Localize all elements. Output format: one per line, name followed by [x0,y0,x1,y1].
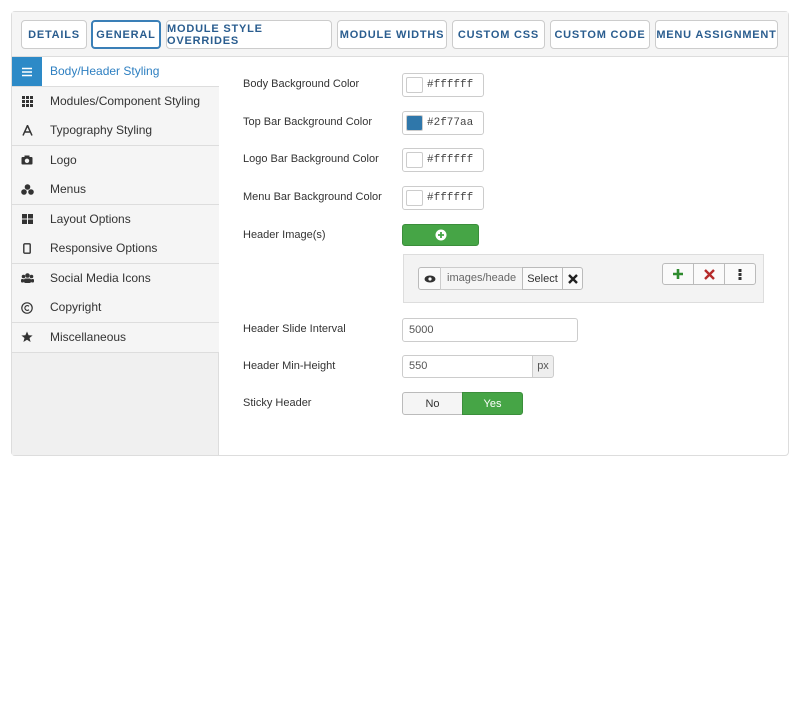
plus-icon [673,269,683,279]
sidebar-item[interactable]: Layout Options [12,204,219,235]
add-image-button[interactable] [402,224,479,246]
field-label: Sticky Header [243,397,312,409]
sidebar-icon [12,87,42,116]
sidebar-item[interactable]: Logo [12,145,219,176]
move-button[interactable] [724,263,756,285]
clear-icon [567,273,578,284]
sidebar-icon [12,293,42,322]
color-swatch [406,152,423,168]
preview-button[interactable] [418,267,441,290]
field-label: Top Bar Background Color [243,115,373,128]
field-label: Logo Bar Background Color [243,153,379,165]
sidebar-icon [12,264,42,293]
sidebar-item[interactable]: Modules/Component Styling [12,86,219,117]
icon [23,243,31,254]
icon [21,301,33,314]
color-value: #ffffff [427,79,474,91]
tab[interactable]: MODULE WIDTHS [337,20,447,49]
add-icon [435,229,447,241]
color-input[interactable]: #ffffff [402,185,484,210]
remove-icon [703,268,715,280]
sidebar-label: Layout Options [50,211,131,226]
clear-button[interactable] [562,267,583,290]
sidebar-icon [12,57,42,86]
tab[interactable]: CUSTOM CSS [452,20,545,49]
icon [21,214,33,224]
remove-row-button[interactable] [693,263,725,285]
sidebar-label: Menus [50,182,87,196]
icon [21,125,33,136]
sidebar-item[interactable]: Menus [12,175,219,205]
tab[interactable]: DETAILS [21,20,87,49]
sidebar-item[interactable]: Miscellaneous [12,322,219,353]
eye-icon [424,275,435,282]
sidebar-label: Typography Styling [50,123,153,137]
move-icon [738,268,742,280]
sidebar-icon [12,146,42,175]
sidebar-item[interactable]: Social Media Icons [12,263,219,294]
color-value: #2f77aa [427,116,474,129]
text-input[interactable]: 5000 [402,318,578,342]
field-label: Header Image(s) [243,229,326,241]
sidebar-label: Copyright [50,300,102,314]
add-row-button[interactable] [662,263,694,285]
toggle-option[interactable]: Yes [462,392,523,415]
sidebar-label: Modules/Component Styling [50,93,201,108]
image-path: images/heade [440,267,523,290]
color-input[interactable]: #ffffff [402,73,484,97]
sidebar-icon [12,205,42,234]
field-label: Body Background Color [243,78,360,90]
tab[interactable]: MENU ASSIGNMENT [655,20,778,49]
sidebar-label: Logo [50,152,77,167]
select-button[interactable]: Select [522,267,563,290]
sidebar-item[interactable]: Body/Header Styling [12,57,219,87]
sidebar-icon [12,323,42,352]
sidebar-label: Social Media Icons [50,270,151,285]
sidebar-icon [12,116,42,145]
sidebar-item[interactable]: Copyright [12,293,219,323]
tab[interactable]: MODULE STYLE OVERRIDES [166,20,332,49]
sidebar-icon [12,234,42,263]
color-value: #ffffff [427,191,474,204]
icon [20,184,34,195]
icon [21,331,33,342]
toggle-option[interactable]: No [402,392,463,415]
field-label: Menu Bar Background Color [243,190,382,203]
sidebar-label: Miscellaneous [50,329,127,344]
color-input[interactable]: #2f77aa [402,110,484,135]
tab[interactable]: CUSTOM CODE [550,20,650,49]
field-label: Header Slide Interval [243,323,346,335]
color-value: #ffffff [427,154,474,166]
field-label: Header Min-Height [243,360,336,372]
sidebar-item[interactable]: Responsive Options [12,234,219,264]
color-input[interactable]: #ffffff [402,148,484,172]
icon [21,95,33,107]
color-swatch [406,189,423,206]
sidebar-item[interactable]: Typography Styling [12,116,219,146]
sidebar-label: Responsive Options [50,241,158,255]
icon [22,67,32,76]
text-input[interactable]: 550 [402,355,533,378]
tab[interactable]: GENERAL [91,20,161,49]
sidebar-icon [12,175,42,204]
unit-addon: px [532,355,554,378]
color-swatch [406,77,423,93]
sidebar-label: Body/Header Styling [50,64,160,78]
icon [20,273,34,283]
icon [21,155,33,165]
color-swatch [406,114,423,131]
